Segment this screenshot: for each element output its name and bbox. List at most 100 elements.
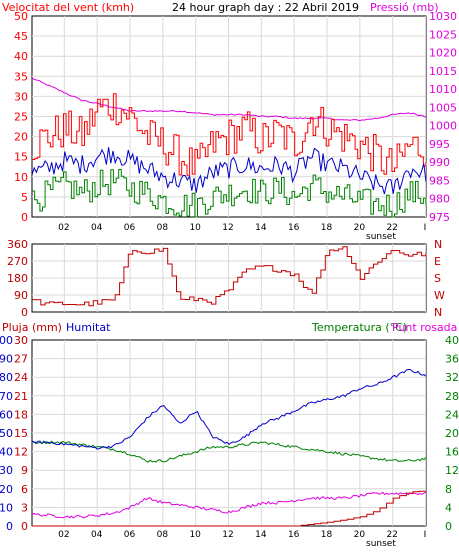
temperature-tick-label: 0 <box>445 520 452 533</box>
humidity-tick-label: 60 <box>0 408 13 421</box>
humidity-tick-label: 80 <box>0 371 13 384</box>
wind-tick-label: 50 <box>14 10 28 23</box>
humidity-tick-label: 30 <box>0 464 13 477</box>
rain-tick-label: 15 <box>14 427 28 440</box>
temperature-tick-label: 36 <box>445 353 459 366</box>
x-tick-label: 14 <box>255 530 267 540</box>
rain-tick-label: 30 <box>14 334 28 347</box>
sunset-label-top: sunset <box>366 232 396 242</box>
chart-title: 24 hour graph day : 22 Abril 2019 <box>172 1 359 14</box>
x-tick-label: 12 <box>222 530 233 540</box>
temperature-tick-label: 24 <box>445 408 459 421</box>
wind-gust-series <box>32 93 427 176</box>
x-tick-label: 10 <box>189 530 201 540</box>
pressure-tick-label: 1020 <box>429 47 457 60</box>
x-tick-label: I <box>424 223 427 233</box>
direction-tick-label: 270 <box>7 255 28 268</box>
x-tick-label: 06 <box>124 530 136 540</box>
x-tick-label: 04 <box>91 223 103 233</box>
pressure-tick-label: 1010 <box>429 83 457 96</box>
humidity-tick-label: 90 <box>0 353 13 366</box>
humidity-tick-label: 20 <box>0 483 13 496</box>
compass-tick-label: N <box>434 306 442 319</box>
x-tick-label: 06 <box>124 223 136 233</box>
compass-tick-label: N <box>434 238 442 251</box>
dewpoint-series <box>31 491 427 519</box>
humidity-tick-label: 40 <box>0 446 13 459</box>
wind-tick-label: 45 <box>14 30 28 43</box>
humidity-tick-label: 50 <box>0 427 13 440</box>
rain-axis-title: Pluja (mm) <box>2 321 62 334</box>
temperature-tick-label: 20 <box>445 427 459 440</box>
tick-labels: 02 04 06 08 10 12 14 16 18 20 22 I02 04 06 08 10 12 14 16 1… <box>0 10 459 540</box>
pressure-tick-label: 985 <box>429 174 450 187</box>
compass-tick-label: W <box>434 289 445 302</box>
humidity-tick-label: 100 <box>0 334 13 347</box>
temperature-tick-label: 12 <box>445 464 459 477</box>
direction-tick-label: 360 <box>7 238 28 251</box>
x-tick-label: 14 <box>255 223 267 233</box>
wind-tick-label: 5 <box>21 191 28 204</box>
rain-tick-label: 6 <box>21 483 28 496</box>
rain-tick-label: 12 <box>14 446 28 459</box>
humidity-tick-label: 0 <box>6 520 13 533</box>
rain-tick-label: 18 <box>14 408 28 421</box>
pressure-tick-label: 980 <box>429 193 450 206</box>
x-tick-label: 18 <box>321 223 333 233</box>
direction-tick-label: 0 <box>21 306 28 319</box>
x-tick-label: 22 <box>386 223 397 233</box>
wind-tick-label: 35 <box>14 70 28 83</box>
dewpoint-axis-title: Punt rosada <box>392 321 457 334</box>
wind-low-series <box>32 169 427 218</box>
humidity-tick-label: 10 <box>0 501 13 514</box>
x-tick-label: 08 <box>157 223 169 233</box>
humidity-tick-label: 70 <box>0 390 13 403</box>
x-tick-label: 02 <box>58 530 69 540</box>
series-layer <box>31 77 427 527</box>
wind-tick-label: 40 <box>14 50 28 63</box>
wind-direction-series <box>32 246 427 307</box>
pressure-axis-title: Pressió (mb) <box>370 1 439 14</box>
rain-tick-label: 24 <box>14 371 28 384</box>
wind-tick-label: 10 <box>14 171 28 184</box>
compass-tick-label: S <box>434 272 441 285</box>
x-tick-label: 18 <box>321 530 333 540</box>
pressure-tick-label: 975 <box>429 211 450 224</box>
wind-tick-label: 15 <box>14 151 28 164</box>
temperature-axis-title: Temperatura (°C) <box>311 321 407 334</box>
x-tick-label: 22 <box>386 530 397 540</box>
wind-tick-label: 0 <box>21 211 28 224</box>
wind-axis-title: Velocitat del vent (kmh) <box>2 1 134 14</box>
rain-tick-label: 21 <box>14 390 28 403</box>
wind-tick-label: 25 <box>14 111 28 124</box>
x-tick-label: 20 <box>354 530 366 540</box>
grid-lines <box>32 16 426 526</box>
x-tick-label: 04 <box>91 530 103 540</box>
humidity-axis-title: Humitat <box>66 321 111 334</box>
direction-tick-label: 90 <box>14 289 28 302</box>
wind-avg-series <box>31 147 427 195</box>
sunset-label-bottom: sunset <box>366 539 396 549</box>
temperature-tick-label: 28 <box>445 390 459 403</box>
x-tick-label: I <box>424 530 427 540</box>
compass-tick-label: E <box>434 255 441 268</box>
x-tick-label: 02 <box>58 223 69 233</box>
x-tick-label: 12 <box>222 223 233 233</box>
humidity-series <box>31 369 427 450</box>
pressure-tick-label: 995 <box>429 138 450 151</box>
temperature-series <box>31 440 427 463</box>
temperature-tick-label: 4 <box>445 501 452 514</box>
x-tick-label: 16 <box>288 530 300 540</box>
pressure-tick-label: 990 <box>429 156 450 169</box>
temperature-tick-label: 16 <box>445 446 459 459</box>
wind-tick-label: 30 <box>14 90 28 103</box>
wind-tick-label: 20 <box>14 131 28 144</box>
pressure-tick-label: 1025 <box>429 28 457 41</box>
pressure-tick-label: 1030 <box>429 10 457 23</box>
temperature-tick-label: 40 <box>445 334 459 347</box>
pressure-tick-label: 1015 <box>429 65 457 78</box>
temperature-tick-label: 8 <box>445 483 452 496</box>
x-tick-label: 08 <box>157 530 169 540</box>
